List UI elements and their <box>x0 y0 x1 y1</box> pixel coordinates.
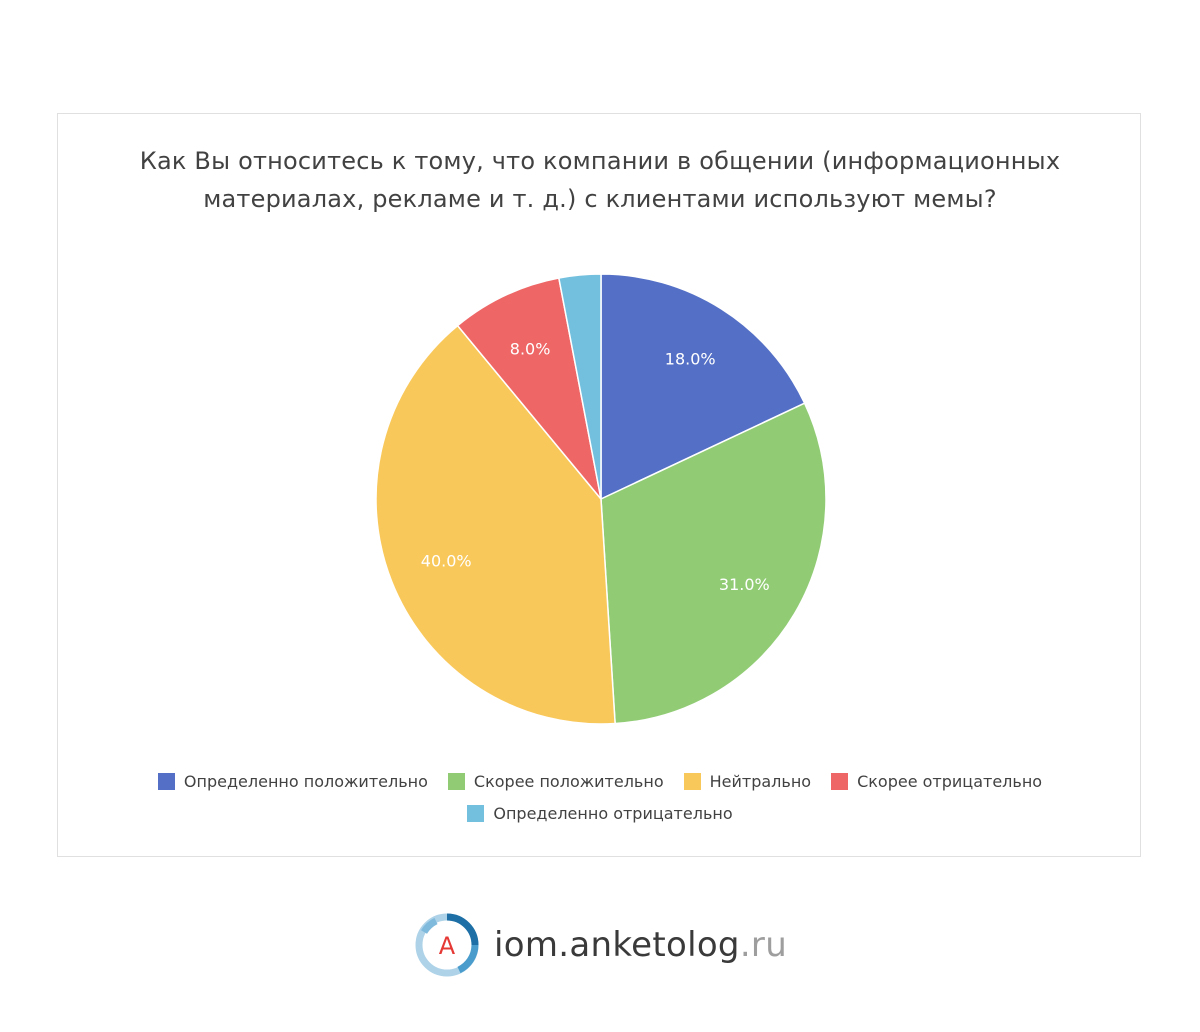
legend-item[interactable]: Нейтрально <box>683 771 812 791</box>
pie-slice-1[interactable] <box>600 273 806 501</box>
legend-label: Определенно положительно <box>183 771 428 791</box>
pie-slice-2[interactable] <box>600 402 827 725</box>
slice-data-label: 18.0% <box>665 349 716 368</box>
brand-domain: iom.anketolog <box>494 925 740 965</box>
legend: Определенно положительно Скорее положител… <box>58 769 1142 833</box>
brand-logo-letter: А <box>439 932 456 960</box>
legend-item[interactable]: Определенно отрицательно <box>467 803 733 823</box>
legend-label: Скорее положительно <box>473 771 664 791</box>
pie-chart: 18.0% 31.0% 40.0% 8.0% <box>375 273 827 725</box>
legend-swatch <box>467 804 485 822</box>
legend-swatch <box>447 772 465 790</box>
legend-swatch <box>831 772 849 790</box>
legend-row: Определенно отрицательно <box>58 801 1142 825</box>
brand-name: iom.anketolog.ru <box>494 925 787 965</box>
legend-swatch <box>157 772 175 790</box>
legend-label: Определенно отрицательно <box>493 803 733 823</box>
pie-slices <box>375 273 827 725</box>
pie-labels: 18.0% 31.0% 40.0% 8.0% <box>421 339 770 593</box>
chart-card: Как Вы относитесь к тому, что компании в… <box>57 113 1141 857</box>
legend-swatch <box>683 772 701 790</box>
brand-footer[interactable]: А iom.anketolog.ru <box>414 910 787 980</box>
slice-data-label: 40.0% <box>421 551 472 570</box>
legend-row: Определенно положительно Скорее положител… <box>58 769 1142 793</box>
pie-slice-4[interactable] <box>456 277 602 500</box>
legend-item[interactable]: Скорее отрицательно <box>831 772 1042 791</box>
legend-item[interactable]: Скорее положительно <box>447 771 664 791</box>
legend-label: Нейтрально <box>709 771 812 791</box>
slice-data-label: 31.0% <box>719 575 770 594</box>
legend-label: Скорее отрицательно <box>857 771 1043 791</box>
legend-item[interactable]: Определенно положительно <box>157 771 428 791</box>
pie-slice-5[interactable] <box>557 273 602 500</box>
chart-title: Как Вы относитесь к тому, что компании в… <box>139 147 1061 213</box>
brand-tld: .ru <box>739 925 788 965</box>
slice-data-label: 8.0% <box>510 339 551 358</box>
anketolog-logo-icon: А <box>415 913 479 977</box>
pie-slice-3[interactable] <box>375 324 616 725</box>
